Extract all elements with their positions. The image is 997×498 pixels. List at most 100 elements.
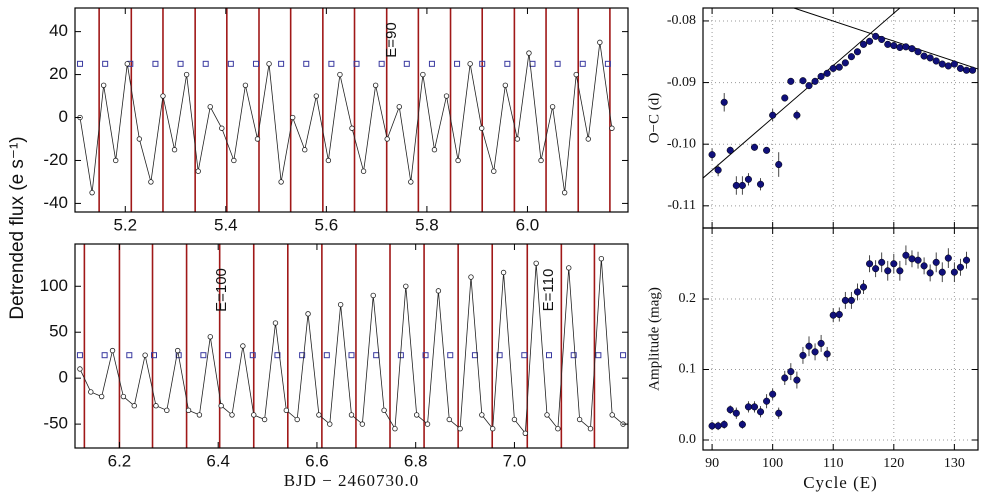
y-tick-label: 20 xyxy=(49,64,68,83)
data-point xyxy=(872,32,880,40)
reference-marker xyxy=(353,60,360,67)
reference-marker xyxy=(249,352,256,359)
flux-point xyxy=(359,421,366,427)
flux-point xyxy=(566,265,572,271)
data-point xyxy=(799,77,807,85)
data-point xyxy=(938,268,946,276)
panel xyxy=(77,8,615,212)
x-tick-label: 6.8 xyxy=(404,451,428,470)
y-tick-label: -0.11 xyxy=(667,198,696,213)
flux-point xyxy=(455,157,461,164)
data-point xyxy=(847,296,855,304)
flux-point xyxy=(242,82,249,89)
flux-point xyxy=(424,421,431,427)
data-point xyxy=(732,409,740,417)
reference-marker xyxy=(323,352,330,359)
reference-marker xyxy=(278,60,285,67)
data-point xyxy=(956,64,964,72)
data-point xyxy=(732,181,740,190)
flux-point xyxy=(576,416,583,423)
flux-point xyxy=(131,403,137,409)
data-point xyxy=(950,268,958,276)
reference-marker xyxy=(252,60,259,67)
flux-point xyxy=(443,93,450,99)
data-point xyxy=(756,408,765,416)
flux-point xyxy=(457,426,463,432)
flux-point xyxy=(360,168,367,174)
y-tick-label: -0.09 xyxy=(667,75,696,90)
x-tick-label: 5.2 xyxy=(113,215,137,234)
flux-point xyxy=(420,71,426,78)
data-point xyxy=(920,262,928,270)
x-tick-label: 7.0 xyxy=(503,451,527,470)
flux-point xyxy=(77,366,83,372)
flux-point xyxy=(467,61,473,67)
plot-frame xyxy=(74,243,629,449)
reference-marker xyxy=(126,352,133,359)
reference-marker xyxy=(554,60,561,67)
y-tick-label: -20 xyxy=(43,150,68,169)
flux-point xyxy=(348,412,355,418)
flux-point xyxy=(598,256,605,262)
flux-point xyxy=(526,50,532,56)
data-point xyxy=(890,42,898,50)
flux-point xyxy=(372,82,379,89)
reference-marker xyxy=(378,60,385,67)
y-tick-label: 0 xyxy=(59,107,68,126)
reference-marker xyxy=(77,60,84,67)
flux-point xyxy=(171,147,178,153)
fit-line xyxy=(703,8,901,179)
reference-marker xyxy=(570,352,577,359)
reference-marker xyxy=(101,352,108,359)
flux-point xyxy=(384,136,390,142)
data-point xyxy=(950,60,958,68)
flux-point xyxy=(183,71,190,78)
flux-point xyxy=(468,274,474,280)
cycle-annotation: E=90 xyxy=(383,22,400,57)
flux-point xyxy=(479,125,485,131)
flux-point xyxy=(555,426,561,432)
data-point xyxy=(884,267,892,275)
flux-point xyxy=(327,421,333,427)
fit-line xyxy=(793,8,978,70)
reference-marker xyxy=(348,352,355,359)
flux-point xyxy=(219,125,225,131)
data-point xyxy=(775,160,783,169)
y-tick-label: -0.08 xyxy=(667,13,696,28)
data-point xyxy=(835,310,843,319)
flux-point xyxy=(196,412,203,418)
reference-marker xyxy=(177,60,184,67)
data-point xyxy=(938,60,946,68)
flux-point xyxy=(113,157,119,164)
data-point xyxy=(769,111,777,119)
flux-point xyxy=(403,283,409,289)
panel xyxy=(76,244,627,448)
panel xyxy=(703,228,978,450)
data-point xyxy=(787,77,795,85)
data-point xyxy=(962,256,971,264)
data-point xyxy=(793,376,801,384)
flux-point xyxy=(153,403,159,409)
flux-point xyxy=(609,125,615,131)
reference-marker xyxy=(447,352,454,359)
x-tick-label: 5.6 xyxy=(315,215,339,234)
reference-marker xyxy=(546,352,552,359)
data-point xyxy=(714,166,722,174)
reference-marker xyxy=(496,352,503,359)
flux-point xyxy=(294,416,300,423)
reference-marker xyxy=(422,352,429,359)
flux-point xyxy=(413,412,420,418)
data-point xyxy=(944,254,952,262)
data-point xyxy=(896,43,904,51)
plot-frame xyxy=(74,7,629,213)
flux-point xyxy=(261,416,268,423)
reference-marker xyxy=(151,352,157,359)
data-point xyxy=(914,256,922,264)
data-point xyxy=(853,48,862,56)
data-point xyxy=(726,146,734,154)
data-point xyxy=(720,420,728,429)
flux-point xyxy=(160,93,166,99)
flux-point xyxy=(218,403,224,409)
flux-point xyxy=(514,136,521,142)
